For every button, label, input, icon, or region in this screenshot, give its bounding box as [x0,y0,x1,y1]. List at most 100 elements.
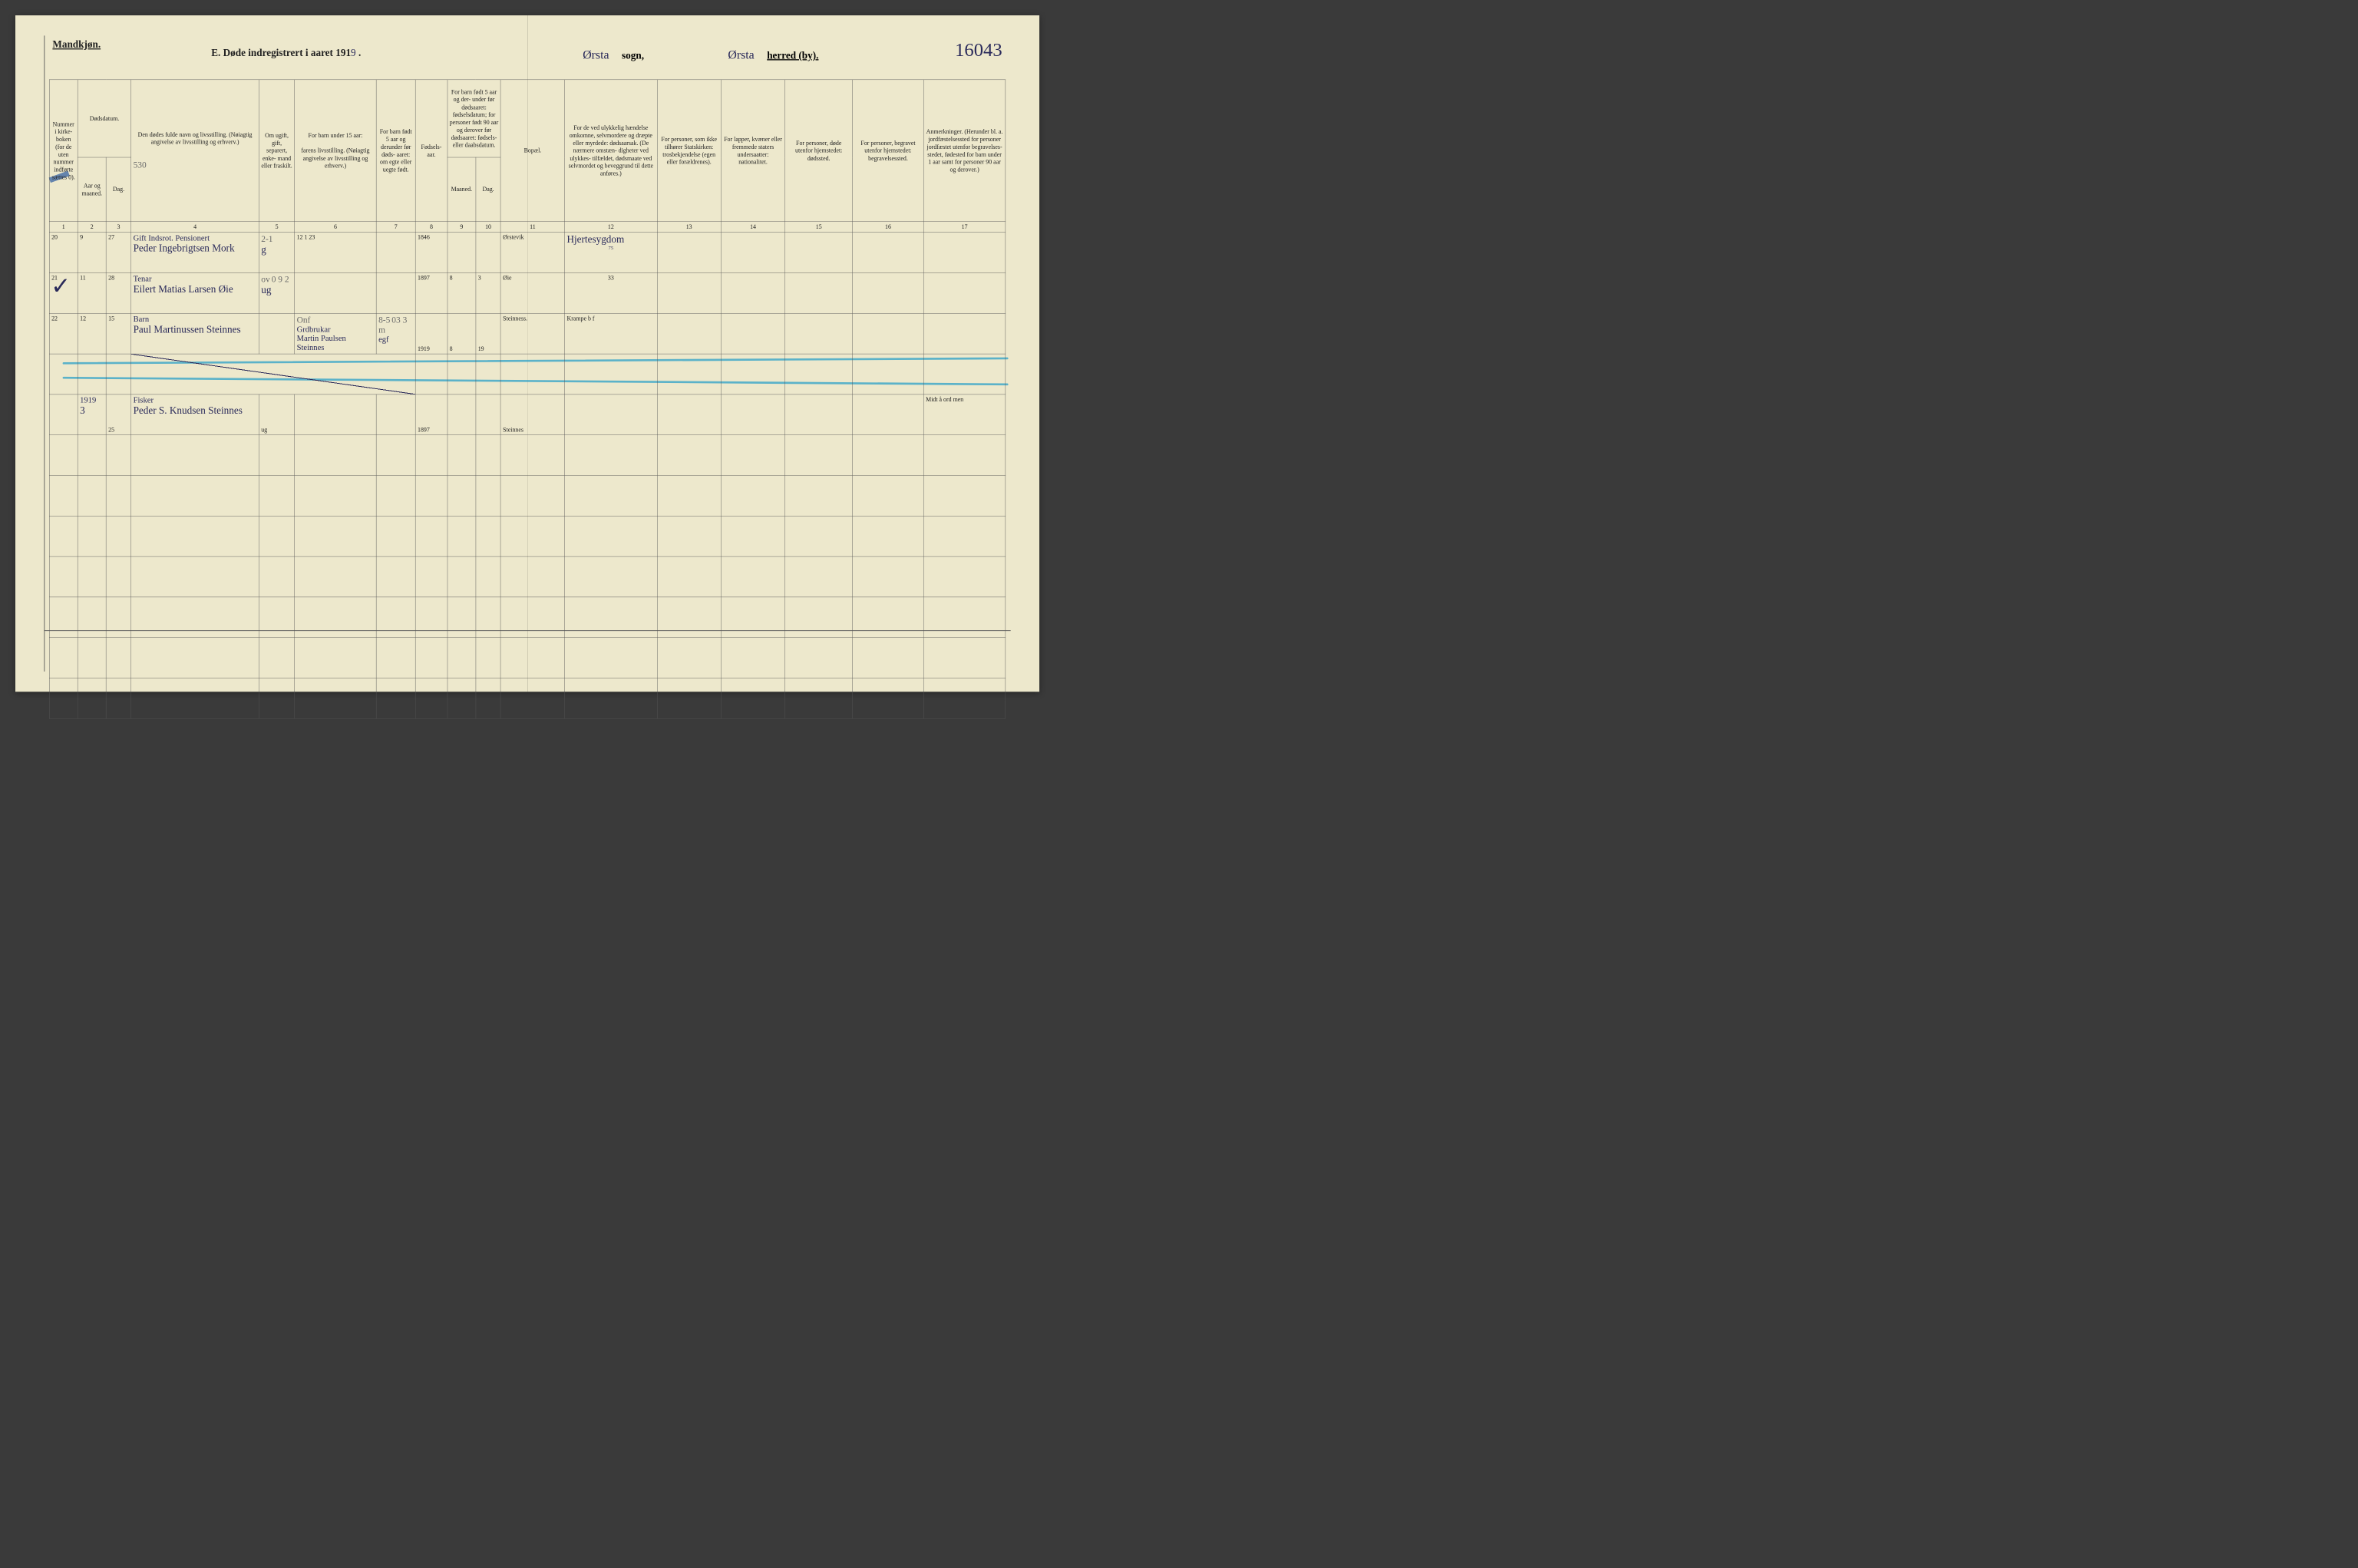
cell-day: 15 [106,313,130,354]
month-hw: 3 [80,405,104,417]
cell-num: 20 [49,233,78,273]
cell-name: Gift Indsrot. Pensionert Peder Ingebrigt… [131,233,259,273]
cell [447,354,476,394]
marital-hw: g [261,244,292,256]
colnum: 2 [78,222,106,233]
colnum: 6 [295,222,377,233]
sogn-field: Ørsta sogn, [583,48,644,61]
col-header: For personer, som ikke tilhører Statskir… [657,80,721,222]
cell-birth-month: 8 [447,313,476,354]
cell [853,313,924,354]
cell-birth-year: 1919 [415,313,447,354]
cell-month: 1919 3 [78,394,106,435]
colnum: 8 [415,222,447,233]
person-name-hw: Eilert Matias Larsen Øie [134,283,257,295]
father-name-hw: Martin Paulsen Steinnes [297,334,346,352]
occupation-hw: Gift Indsrot. Pensionert [134,234,257,243]
cell-birth-day: 19 [476,313,500,354]
table-row-empty [49,516,1006,556]
table-row-empty [49,597,1006,638]
cell-name: Barn Paul Martinussen Steinnes [131,313,259,354]
table-row: 22 12 15 Barn Paul Martinussen Steinnes … [49,313,1006,354]
gender-label: Mandkjøn. [52,39,101,51]
table-row: 1919 3 25 Fisker Peder S. Knudsen Steinn… [49,394,1006,435]
col-subheader: Maaned. [447,157,476,222]
cell-birth-day: 3 [476,273,500,314]
column-number-row: 1 2 3 4 5 6 7 8 9 10 11 12 13 14 15 16 1… [49,222,1006,233]
occupation-hw: Fisker [134,396,257,405]
occupation-hw: Barn [134,315,257,324]
cell-name: Tenar Eilert Matias Larsen Øie [131,273,259,314]
cell [476,354,500,394]
cell-marital: ov 0 9 2 ug [259,273,294,314]
cell-cause: Krampe b f [565,313,657,354]
colnum: 12 [565,222,657,233]
cell-birth-month [447,394,476,435]
col-header: Om ugift, gift, separert, enke- mand ell… [259,80,294,222]
page-number-hw: 16043 [955,39,1002,61]
colnum: 10 [476,222,500,233]
colnum: 7 [376,222,415,233]
herred-value-hw: Ørsta [728,48,754,61]
cell [785,394,853,435]
register-table: Nummer i kirke- boken (for de uten numme… [49,80,1006,719]
pencil-code: 0 9 2 [272,274,289,284]
cell-father-occ [295,394,377,435]
col-header: For personer, døde utenfor hjemstedet: d… [785,80,853,222]
col-header: Bopæl. [500,80,564,222]
cell-remarks: Midt å ord men [923,394,1006,435]
pencil-code: 2-1 [261,234,292,244]
col-header: For barn under 15 aar: farens livsstilli… [295,80,377,222]
person-name-hw: Peder Ingebrigtsen Mork [134,243,257,254]
sogn-label: sogn, [622,50,644,61]
cell-legit: 8-5 03 3 m egf [376,313,415,354]
herred-field: Ørsta herred (by). [728,48,818,61]
left-margin-rule [44,35,45,672]
person-name-hw: Peder S. Knudsen Steinnes [134,405,257,417]
cell-legit [376,394,415,435]
col-header-text: Den dødes fulde navn og livsstilling. (N… [138,131,253,146]
diagonal-strike [131,354,415,394]
person-name-hw: Paul Martinussen Steinnes [134,324,257,335]
colnum: 5 [259,222,294,233]
col-subheader: Aar og maaned. [78,157,106,222]
col-header: Anmerkninger. (Herunder bl. a. jordfæste… [923,80,1006,222]
table-row-empty [49,556,1006,597]
cell [923,273,1006,314]
ledger-page: Mandkjøn. E. Døde indregistrert i aaret … [15,15,1039,692]
col-header: Fødsels- aar. [415,80,447,222]
cell [49,354,78,394]
cell-birth-month: 8 [447,273,476,314]
cell-legit [376,233,415,273]
cell-birth-year: 1897 [415,394,447,435]
occupation-hw: Tenar [134,274,257,283]
table-row: 20 9 27 Gift Indsrot. Pensionert Peder I… [49,233,1006,273]
col-header-group: Dødsdatum. [78,80,130,157]
colnum: 15 [785,222,853,233]
cause-hw: Hjertesygdom [566,234,624,246]
page-header: Mandkjøn. E. Døde indregistrert i aaret … [49,39,1006,66]
pencil-annotation: 530 [134,160,257,170]
cell-birth-year: 1846 [415,233,447,273]
title-prefix: E. Døde indregistrert i aaret 191 [211,48,351,59]
col-header: For de ved ulykkelig hændelse omkomne, s… [565,80,657,222]
col-subheader: Dag. [106,157,130,222]
cell-cause: 33 [565,273,657,314]
col-header: Nummer i kirke- boken (for de uten numme… [49,80,78,222]
col-header-text: For barn født 5 aar og der- under før dø… [450,88,499,148]
cell-name: Fisker Peder S. Knudsen Steinnes [131,394,259,435]
sogn-value-hw: Ørsta [583,48,609,61]
cell [657,273,721,314]
cell [415,354,447,394]
cell-month: 9 [78,233,106,273]
cell [923,313,1006,354]
cell [785,313,853,354]
colnum: 14 [721,222,784,233]
cell-cause: Hjertesygdom 75 [565,233,657,273]
col-header: Den dødes fulde navn og livsstilling. (N… [131,80,259,222]
colnum: 11 [500,222,564,233]
cell-marital: 2-1 g [259,233,294,273]
cell [106,354,130,394]
cell-birth-month [447,233,476,273]
page-title: E. Døde indregistrert i aaret 1919 . [211,48,361,59]
